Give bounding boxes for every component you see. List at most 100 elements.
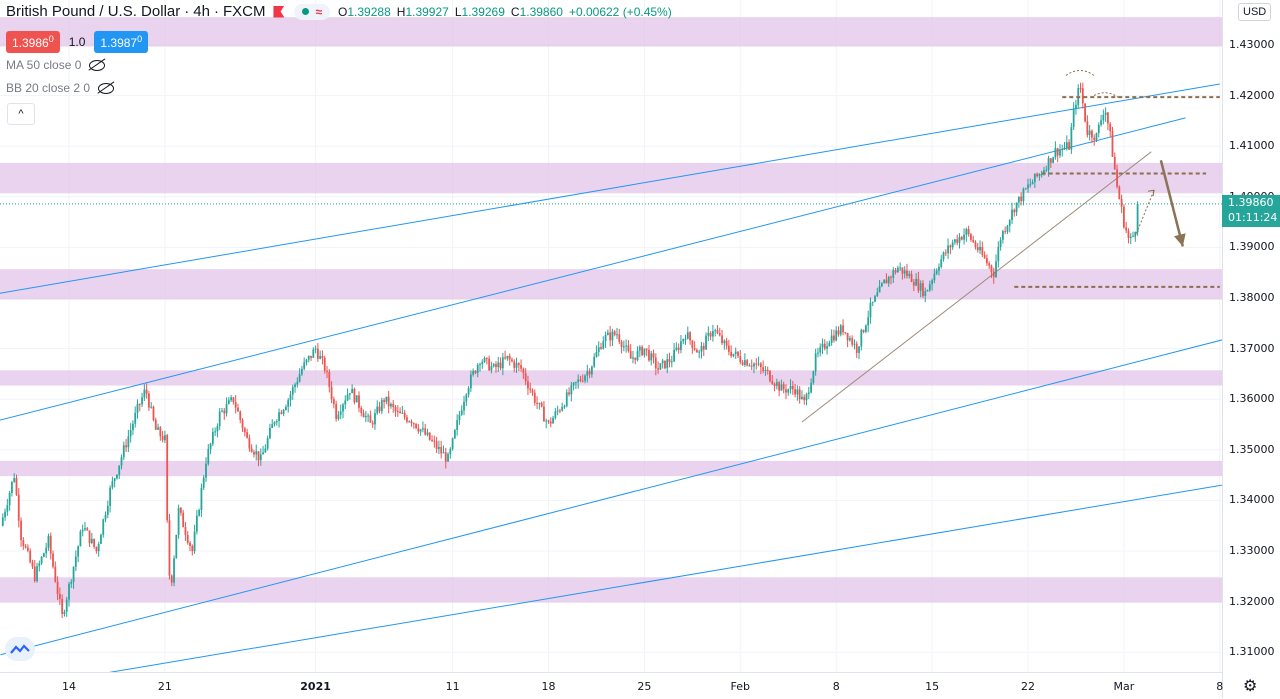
candle-body [424,428,427,435]
candle-body [134,412,137,424]
candle-body [1070,127,1073,150]
flag-icon[interactable] [273,5,285,18]
candle-body [81,529,84,532]
candle-body [29,550,32,563]
collapse-legend-button[interactable]: ^ [7,103,35,125]
candle-body [351,388,354,394]
price-axis[interactable]: 1.430001.420001.410001.400001.390001.380… [1222,0,1280,698]
candle-body [106,505,109,515]
ohlc-close-value: 1.39860 [519,4,563,19]
quantity-field[interactable]: 1.0 [68,35,86,49]
candle-body [278,412,280,422]
candle-body [241,419,244,429]
candle-body [540,402,543,407]
candle-body [499,362,502,369]
candle-body [88,530,91,544]
candle-body [22,540,25,547]
candle-body [118,465,121,475]
candle-body [524,373,527,382]
candle-body [97,543,100,552]
time-tick-label: 18 [541,680,556,693]
currency-badge[interactable]: USD [1238,3,1272,21]
candle-body [296,381,299,385]
market-status-pill[interactable]: ≈ [294,3,331,20]
candle-body [522,368,525,374]
candle-body [170,575,173,583]
candle-body [54,566,57,582]
price-tick-label: 1.39000 [1229,240,1275,254]
chart-area[interactable]: British Pound / U.S. Dollar · 4h · FXCM … [0,0,1222,672]
candle-body [310,355,312,358]
candle-body [739,356,742,363]
tradingview-logo[interactable] [5,637,35,661]
candle-body [301,368,303,375]
candle-body [307,355,310,360]
candle-body [1056,148,1059,156]
time-tick-label: 15 [925,680,940,693]
candle-body [1001,231,1004,240]
candle-body [1100,120,1102,125]
candle-body [339,411,342,415]
candle-body [1061,148,1064,150]
candle-body [100,534,102,544]
candle-body [666,359,669,369]
time-tick-label: 22 [1021,680,1035,693]
candle-body [547,420,550,422]
candle-body [967,229,970,235]
eye-hidden-icon[interactable] [98,82,115,94]
indicator-ma[interactable]: MA 50 close 0 [6,58,106,72]
candle-body [1043,170,1045,174]
candle-body [120,457,123,466]
candle-body [460,410,463,415]
candle-body [401,412,404,414]
separator: · [213,3,219,20]
candle-body [364,415,367,418]
candle-body [1,517,4,526]
channel-line [0,339,1222,656]
candle-body [1116,169,1118,187]
candle-body [801,396,803,400]
candle-body [282,409,285,414]
candle-body [52,553,54,567]
buy-button[interactable]: 1.39870 [94,31,149,53]
candle-body [8,492,11,506]
candle-body [995,261,997,277]
timeframe-label[interactable]: 4h [193,3,210,20]
candle-body [629,351,632,359]
candle-body [127,436,130,448]
candle-body [947,245,949,254]
candle-body [90,538,93,544]
candle-body [152,406,155,420]
candle-body [730,351,733,357]
candle-body [992,271,995,277]
symbol-name[interactable]: British Pound / U.S. Dollar [6,3,181,20]
candle-body [179,507,182,513]
candle-body [869,302,872,318]
sell-price: 1.3986 [12,36,49,50]
candle-body [1017,196,1020,203]
sr-zone [0,370,1222,386]
ohlc-high: H1.39927 [397,5,449,19]
candle-body [604,335,607,342]
candle-body [476,364,479,374]
time-tick-label: 21 [157,680,172,693]
candle-body [531,390,534,393]
candle-body [453,430,456,439]
eye-hidden-icon[interactable] [89,59,106,71]
candle-body [214,431,217,433]
candle-body [337,414,340,419]
indicator-bb-label[interactable]: BB 20 close 2 0 [6,81,91,95]
candle-body [960,237,963,240]
candle-body [853,343,856,345]
symbol-legend[interactable]: British Pound / U.S. Dollar · 4h · FXCM … [6,3,678,20]
indicator-ma-label[interactable]: MA 50 close 0 [6,58,82,72]
candle-body [488,358,491,371]
price-chart[interactable] [0,0,1222,672]
candle-body [440,446,443,454]
sell-button[interactable]: 1.39860 [6,31,60,53]
candle-body [257,451,260,461]
settings-gear-icon[interactable]: ⚙ [1243,678,1258,695]
time-axis[interactable]: 14 21 2021 11 18 25 Feb 8 15 22 Mar 8 [0,672,1223,699]
indicator-bb[interactable]: BB 20 close 2 0 [6,81,115,95]
candle-body [61,598,64,615]
